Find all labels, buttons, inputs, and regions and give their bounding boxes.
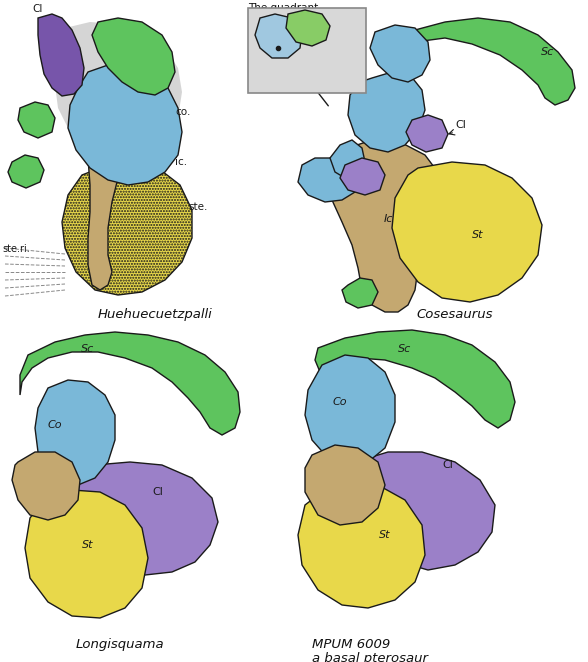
Polygon shape (406, 115, 448, 152)
Polygon shape (8, 155, 44, 188)
Text: ic.: ic. (175, 157, 187, 167)
Text: Cl: Cl (33, 4, 43, 14)
Text: Co: Co (333, 397, 348, 407)
Polygon shape (388, 18, 575, 105)
Text: Sc: Sc (81, 344, 95, 354)
Text: Cosesaurus: Cosesaurus (417, 308, 493, 321)
Text: St: St (472, 230, 484, 240)
Polygon shape (68, 65, 182, 185)
Text: Cl: Cl (152, 487, 163, 497)
Text: Sc: Sc (542, 47, 554, 57)
Text: ste.: ste. (188, 202, 208, 212)
Polygon shape (332, 140, 445, 312)
Text: Co: Co (401, 44, 415, 54)
Text: Co: Co (48, 420, 62, 430)
Polygon shape (84, 98, 128, 290)
Polygon shape (315, 330, 515, 428)
Text: sc.: sc. (152, 34, 166, 44)
Text: Huehuecuetzpalli: Huehuecuetzpalli (98, 308, 212, 321)
Polygon shape (58, 462, 218, 575)
Polygon shape (55, 22, 182, 158)
Polygon shape (25, 490, 148, 618)
Polygon shape (298, 482, 425, 608)
Text: St: St (82, 540, 93, 550)
Text: ste.ri.: ste.ri. (2, 244, 30, 254)
Polygon shape (18, 102, 55, 138)
Text: Cl: Cl (455, 120, 466, 130)
Polygon shape (330, 140, 365, 178)
Polygon shape (370, 25, 430, 82)
Polygon shape (35, 380, 115, 485)
Text: Ic: Ic (24, 472, 33, 482)
Text: Sc: Sc (399, 344, 412, 354)
Text: Cl: Cl (443, 460, 453, 470)
Polygon shape (340, 158, 385, 195)
Polygon shape (348, 452, 495, 570)
Text: co.: co. (175, 107, 191, 117)
Polygon shape (12, 452, 80, 520)
Polygon shape (342, 278, 378, 308)
Text: Ic: Ic (383, 214, 393, 224)
Polygon shape (305, 355, 395, 465)
Text: MPUM 6009: MPUM 6009 (312, 638, 390, 651)
Polygon shape (305, 445, 385, 525)
Polygon shape (298, 158, 358, 202)
Polygon shape (62, 162, 192, 295)
Text: St: St (379, 530, 391, 540)
Polygon shape (92, 18, 175, 95)
Polygon shape (348, 72, 425, 152)
Polygon shape (38, 14, 84, 96)
FancyBboxPatch shape (248, 8, 366, 93)
Text: Ic: Ic (333, 472, 343, 482)
Text: Longisquama: Longisquama (76, 638, 164, 651)
Text: The quadrant-
shaped portion
of the coracoid: The quadrant- shaped portion of the cora… (248, 3, 327, 38)
Polygon shape (392, 162, 542, 302)
Text: a basal pterosaur: a basal pterosaur (312, 652, 428, 662)
Polygon shape (255, 14, 302, 58)
Polygon shape (20, 332, 240, 435)
Polygon shape (286, 10, 330, 46)
